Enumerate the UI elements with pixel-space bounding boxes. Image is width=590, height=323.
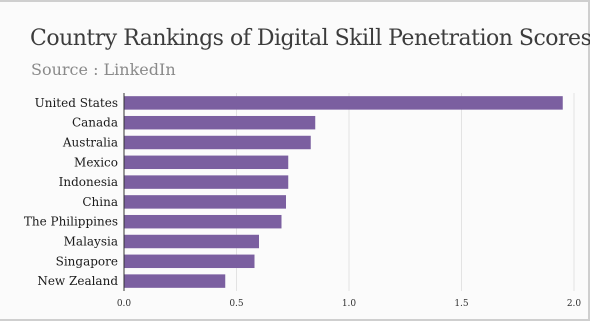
bar-1 [124, 115, 316, 130]
category-label-1: Canada [72, 116, 118, 130]
x-tick-label-0: 0.0 [117, 299, 132, 309]
category-label-8: Singapore [56, 254, 118, 268]
category-label-5: China [82, 195, 118, 209]
bar-2 [124, 135, 311, 150]
x-tick-label-3: 1.5 [454, 299, 469, 309]
x-tick-label-4: 2.0 [567, 299, 582, 309]
bar-9 [124, 274, 226, 288]
category-label-7: Malaysia [64, 235, 118, 249]
bar-8 [124, 254, 255, 269]
x-tick-label-2: 1.0 [342, 299, 357, 309]
category-label-2: Australia [62, 136, 118, 150]
chart-title: Country Rankings of Digital Skill Penetr… [30, 26, 590, 51]
bar-3 [124, 155, 289, 170]
category-label-4: Indonesia [59, 175, 118, 189]
chart-subtitle: Source : LinkedIn [31, 60, 176, 79]
bar-7 [124, 234, 259, 249]
category-label-9: New Zealand [37, 274, 118, 288]
bar-5 [124, 195, 286, 209]
x-tick-label-1: 0.5 [229, 299, 244, 309]
bar-4 [124, 175, 289, 189]
category-label-6: The Philippines [24, 215, 118, 229]
category-label-3: Mexico [74, 155, 118, 169]
bar-6 [124, 214, 282, 229]
bar-0 [124, 96, 563, 110]
category-label-0: United States [35, 96, 118, 110]
